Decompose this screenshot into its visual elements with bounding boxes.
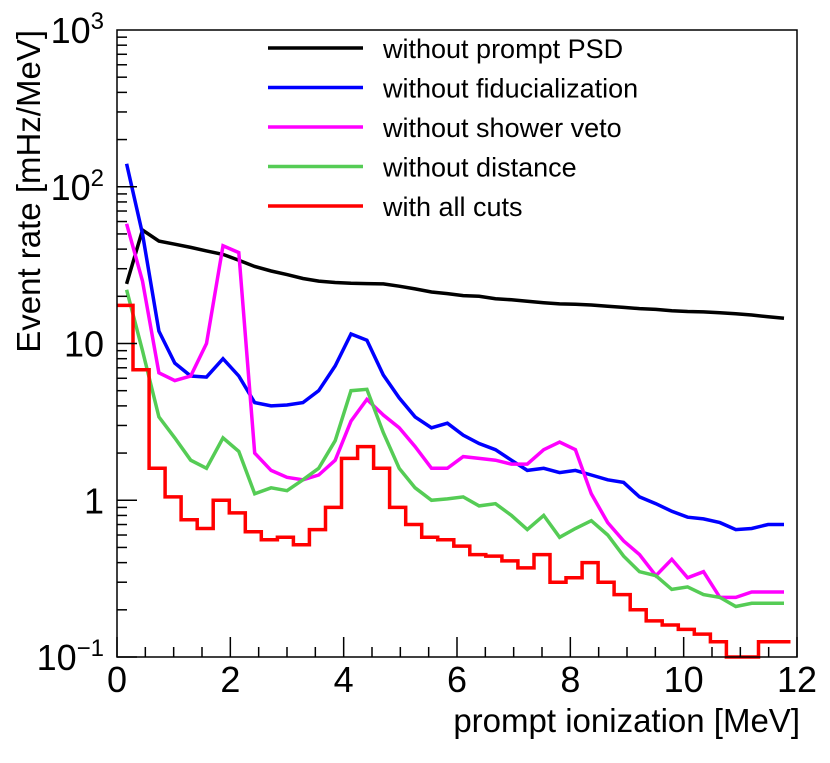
x-tick-label: 4 <box>334 659 354 700</box>
x-axis-ticks <box>116 637 798 657</box>
y-axis-ticks <box>117 36 137 658</box>
y-tick-label: 102 <box>51 165 104 208</box>
series-line-1 <box>124 163 784 532</box>
legend-label: without shower veto <box>382 113 622 143</box>
x-tick-label: 10 <box>664 659 704 700</box>
series-line-3 <box>124 289 784 609</box>
legend: without prompt PSD without fiducializatio… <box>268 34 638 222</box>
legend-entry: with all cuts <box>268 192 523 222</box>
legend-entry: without prompt PSD <box>268 34 623 64</box>
x-tick-label: 12 <box>777 659 817 700</box>
y-axis-title: Event rate [mHz/MeV] <box>10 30 47 353</box>
series-line-4 <box>117 303 791 659</box>
x-axis-title: prompt ionization [MeV] <box>453 702 800 739</box>
x-tick-label: 6 <box>447 659 467 700</box>
legend-label: without distance <box>382 153 577 183</box>
legend-label: without fiducialization <box>382 74 638 104</box>
series-line-2 <box>124 223 784 600</box>
series-layer <box>117 163 791 659</box>
y-tick-label: 103 <box>51 8 104 51</box>
x-tick-label: 8 <box>560 659 580 700</box>
x-axis-tick-labels: 0 2 4 6 8 10 12 <box>107 659 817 700</box>
y-tick-label: 10−1 <box>37 635 104 678</box>
y-tick-label: 10 <box>64 324 104 365</box>
legend-entry: without fiducialization <box>268 74 638 104</box>
y-tick-label: 1 <box>84 480 104 521</box>
x-tick-label: 2 <box>220 659 240 700</box>
legend-label: with all cuts <box>382 192 523 222</box>
legend-entry: without distance <box>268 153 577 183</box>
series-line-0 <box>124 227 785 320</box>
x-tick-label: 0 <box>107 659 127 700</box>
legend-label: without prompt PSD <box>382 34 623 64</box>
legend-entry: without shower veto <box>268 113 622 143</box>
